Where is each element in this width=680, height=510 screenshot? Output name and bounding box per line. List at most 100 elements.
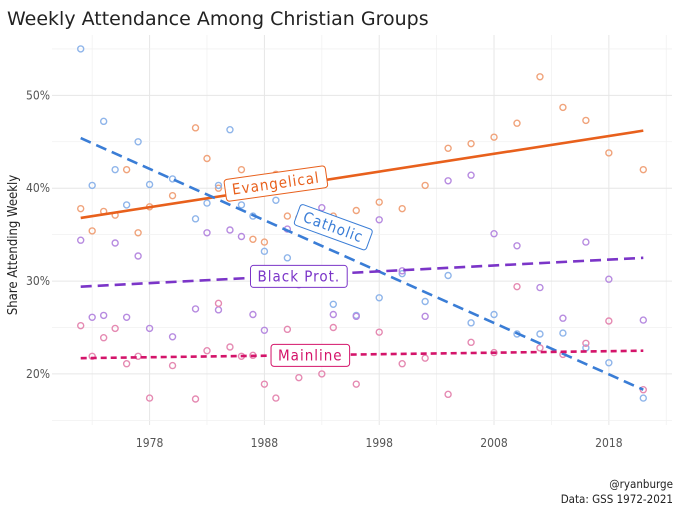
- series-label-box: [249, 264, 348, 288]
- point-mainline: [605, 317, 613, 325]
- point-black-prot: [329, 310, 337, 319]
- point-evangelical: [77, 204, 85, 213]
- point-black-prot: [237, 232, 246, 241]
- point-mainline: [122, 360, 131, 368]
- point-mainline: [168, 361, 177, 370]
- point-catholic: [536, 330, 544, 338]
- point-evangelical: [467, 139, 475, 148]
- point-evangelical: [260, 238, 269, 246]
- point-black-prot: [467, 171, 475, 179]
- point-catholic: [134, 138, 142, 146]
- point-mainline: [398, 360, 406, 368]
- point-mainline: [467, 338, 475, 347]
- point-black-prot: [145, 324, 154, 333]
- point-catholic: [559, 329, 567, 337]
- trend-line-catholic: [80, 136, 644, 391]
- point-evangelical: [191, 124, 200, 132]
- point-catholic: [111, 165, 119, 174]
- point-black-prot: [260, 326, 269, 334]
- point-mainline: [329, 323, 337, 332]
- x-tick-label: 2008: [480, 436, 508, 450]
- point-evangelical: [88, 227, 96, 235]
- x-tick-label: 1978: [136, 436, 164, 450]
- point-evangelical: [283, 212, 292, 220]
- point-catholic: [237, 201, 246, 209]
- series-label-box: [270, 343, 351, 367]
- point-evangelical: [352, 206, 360, 215]
- point-black-prot: [639, 316, 647, 324]
- point-catholic: [467, 319, 475, 327]
- point-catholic: [283, 254, 292, 262]
- point-catholic: [605, 359, 613, 367]
- point-catholic: [77, 45, 85, 53]
- point-evangelical: [513, 119, 521, 127]
- point-catholic: [398, 269, 406, 278]
- point-catholic: [99, 117, 108, 126]
- point-mainline: [513, 282, 521, 291]
- point-evangelical: [237, 165, 246, 174]
- point-mainline: [536, 344, 544, 352]
- series-label-text: Black Prot.: [257, 267, 340, 285]
- point-evangelical: [559, 103, 567, 112]
- point-catholic: [375, 294, 383, 302]
- point-evangelical: [605, 149, 613, 157]
- chart-title: Weekly Attendance Among Christian Groups: [7, 8, 429, 30]
- point-evangelical: [249, 235, 257, 243]
- point-black-prot: [490, 230, 498, 238]
- point-black-prot: [203, 229, 211, 237]
- point-catholic: [168, 175, 177, 183]
- point-black-prot: [513, 242, 521, 250]
- trend-lines: [80, 129, 644, 391]
- y-tick-label: 30%: [26, 274, 50, 288]
- point-catholic: [272, 196, 280, 204]
- point-black-prot: [88, 313, 96, 321]
- point-mainline: [260, 380, 269, 388]
- point-mainline: [226, 343, 234, 351]
- point-black-prot: [214, 306, 223, 314]
- trend-line-mainline: [80, 349, 644, 360]
- point-mainline: [283, 325, 292, 334]
- series-label-text: Mainline: [278, 346, 343, 364]
- point-mainline: [444, 390, 452, 399]
- series-label-mainline: Mainline: [270, 343, 351, 367]
- point-mainline: [191, 395, 200, 403]
- point-catholic: [122, 201, 131, 209]
- point-catholic: [88, 181, 96, 190]
- series-label-black-prot: Black Prot.: [249, 264, 348, 288]
- point-mainline: [582, 339, 590, 347]
- point-mainline: [214, 299, 223, 308]
- point-black-prot: [77, 236, 85, 244]
- point-evangelical: [421, 181, 429, 190]
- point-mainline: [375, 328, 383, 336]
- point-catholic: [421, 297, 429, 306]
- point-evangelical: [203, 154, 211, 163]
- series-label-box: [293, 204, 373, 251]
- point-mainline: [77, 321, 85, 330]
- point-black-prot: [249, 310, 257, 319]
- series-label-catholic: Catholic: [293, 204, 373, 251]
- point-black-prot: [421, 312, 429, 321]
- point-evangelical: [444, 144, 452, 152]
- point-black-prot: [582, 238, 590, 246]
- point-catholic: [191, 215, 200, 223]
- point-mainline: [272, 394, 280, 402]
- y-axis-label: Share Attending Weekly: [6, 175, 21, 315]
- point-black-prot: [605, 275, 613, 283]
- point-mainline: [318, 370, 326, 378]
- point-catholic: [203, 199, 211, 207]
- point-mainline: [203, 347, 211, 355]
- point-evangelical: [375, 198, 383, 206]
- point-black-prot: [536, 283, 544, 292]
- caption-handle: @ryanburge: [609, 477, 673, 491]
- point-mainline: [352, 380, 360, 388]
- point-catholic: [329, 300, 337, 308]
- point-evangelical: [214, 184, 223, 192]
- point-evangelical: [536, 73, 544, 81]
- point-black-prot: [168, 333, 177, 341]
- point-evangelical: [639, 165, 647, 174]
- point-evangelical: [134, 229, 142, 237]
- caption-source: Data: GSS 1972-2021: [561, 492, 673, 506]
- point-evangelical: [168, 191, 177, 200]
- point-black-prot: [318, 204, 326, 212]
